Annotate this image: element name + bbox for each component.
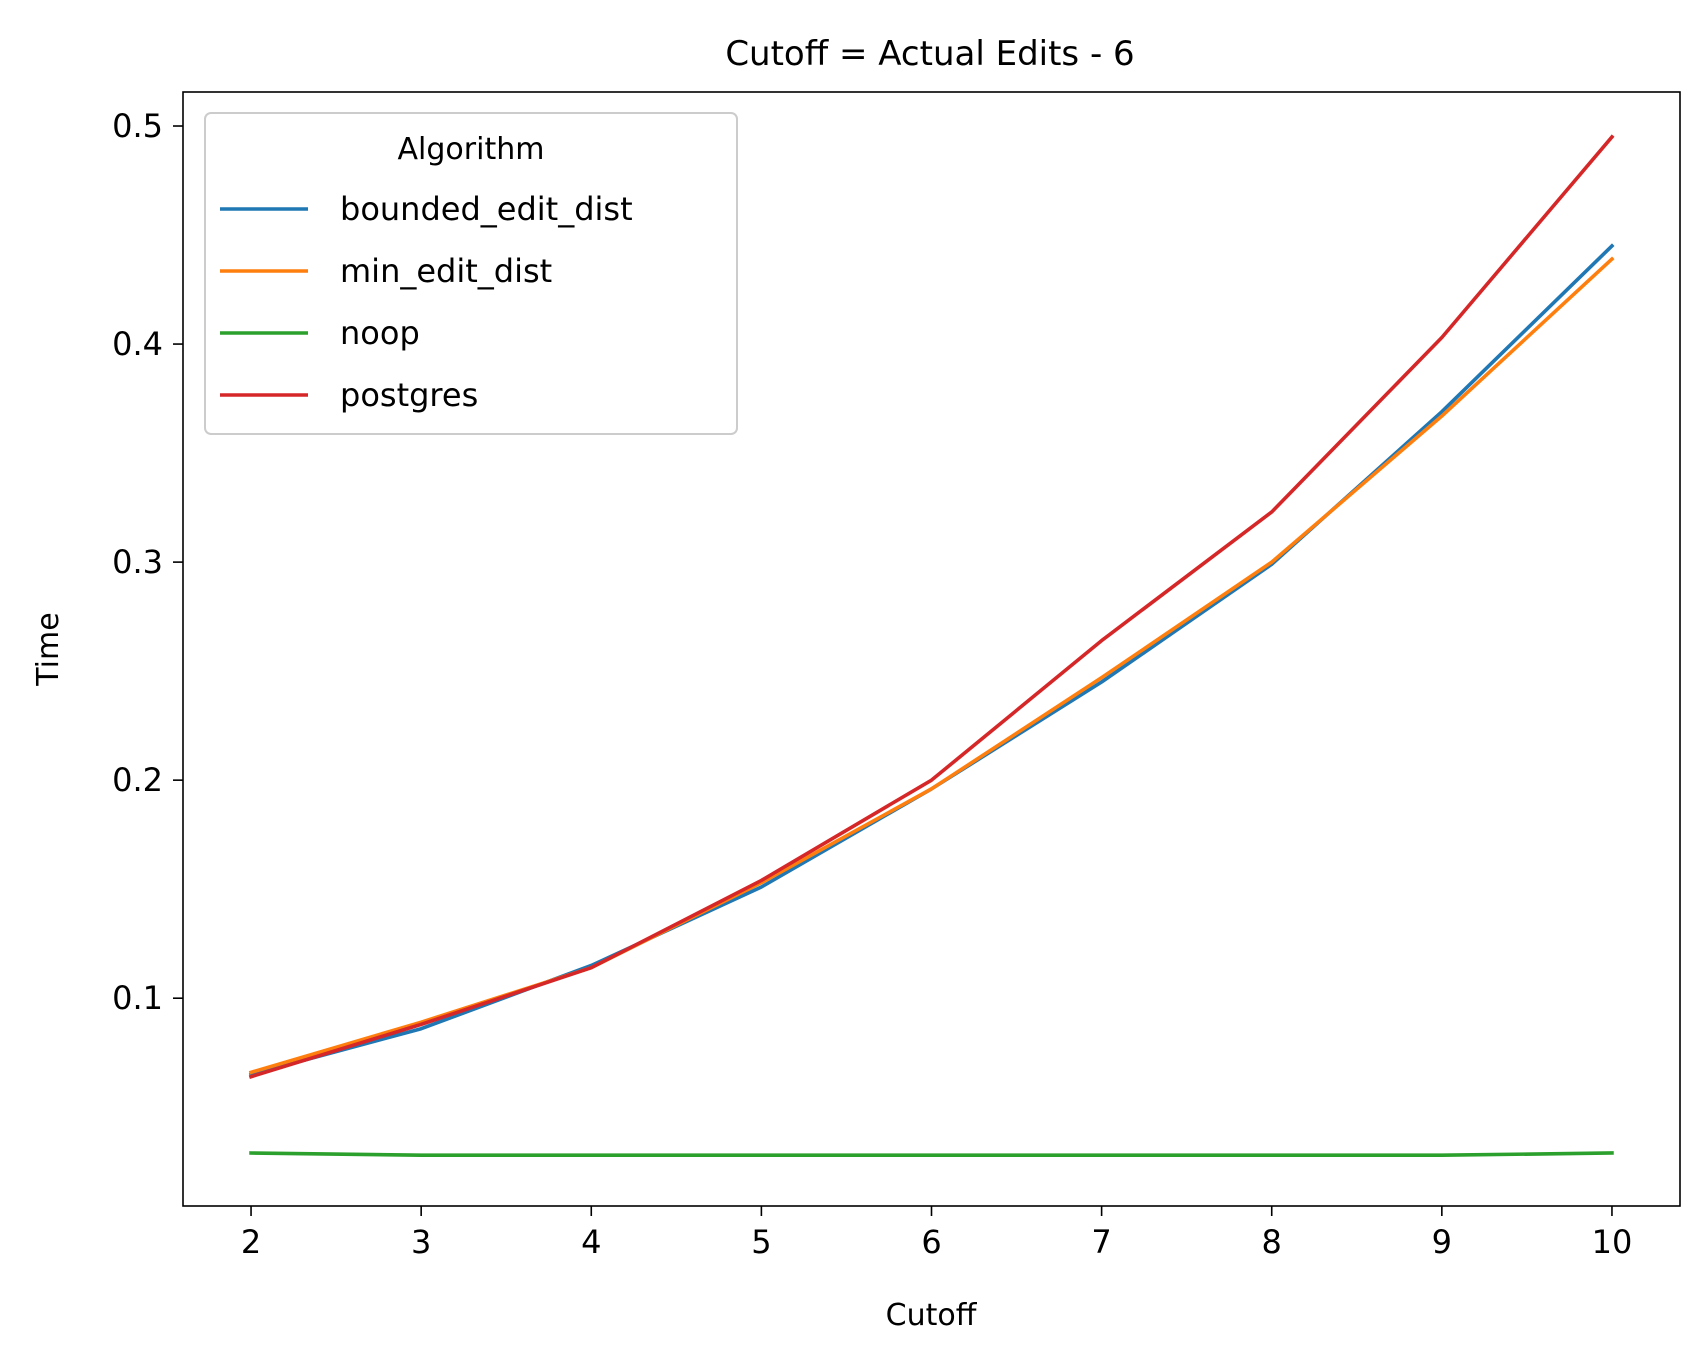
x-tick-label: 4 — [581, 1223, 601, 1261]
x-tick-label: 8 — [1262, 1223, 1282, 1261]
x-tick-label: 5 — [751, 1223, 771, 1261]
x-tick-label: 3 — [411, 1223, 431, 1261]
y-axis-label: Time — [31, 612, 66, 686]
x-tick-label: 9 — [1432, 1223, 1452, 1261]
y-tick-label: 0.5 — [112, 107, 163, 145]
legend-label-bounded-edit-dist: bounded_edit_dist — [340, 190, 633, 228]
y-tick-label: 0.3 — [112, 543, 163, 581]
legend-label-postgres: postgres — [340, 376, 478, 414]
x-tick-label: 10 — [1592, 1223, 1633, 1261]
x-axis: 2 3 4 5 6 7 8 9 10 — [241, 1206, 1632, 1261]
y-tick-label: 0.4 — [112, 325, 163, 363]
legend-label-min-edit-dist: min_edit_dist — [340, 252, 552, 290]
y-tick-label: 0.1 — [112, 979, 163, 1017]
x-axis-label: Cutoff — [886, 1298, 978, 1333]
y-axis: 0.1 0.2 0.3 0.4 0.5 — [112, 107, 183, 1017]
x-tick-label: 2 — [241, 1223, 261, 1261]
legend-label-noop: noop — [340, 314, 420, 352]
y-tick-label: 0.2 — [112, 761, 163, 799]
chart-title: Cutoff = Actual Edits - 6 — [725, 34, 1134, 74]
series-line-noop — [249, 1151, 1614, 1157]
x-tick-label: 6 — [921, 1223, 941, 1261]
legend-box — [204, 112, 738, 435]
series-layer — [248, 134, 1615, 1157]
series-line-postgres — [248, 134, 1615, 1079]
legend: Algorithm bounded_edit_dist min_edit_dist… — [204, 112, 738, 435]
x-tick-label: 7 — [1091, 1223, 1111, 1261]
legend-title: Algorithm — [398, 132, 545, 167]
